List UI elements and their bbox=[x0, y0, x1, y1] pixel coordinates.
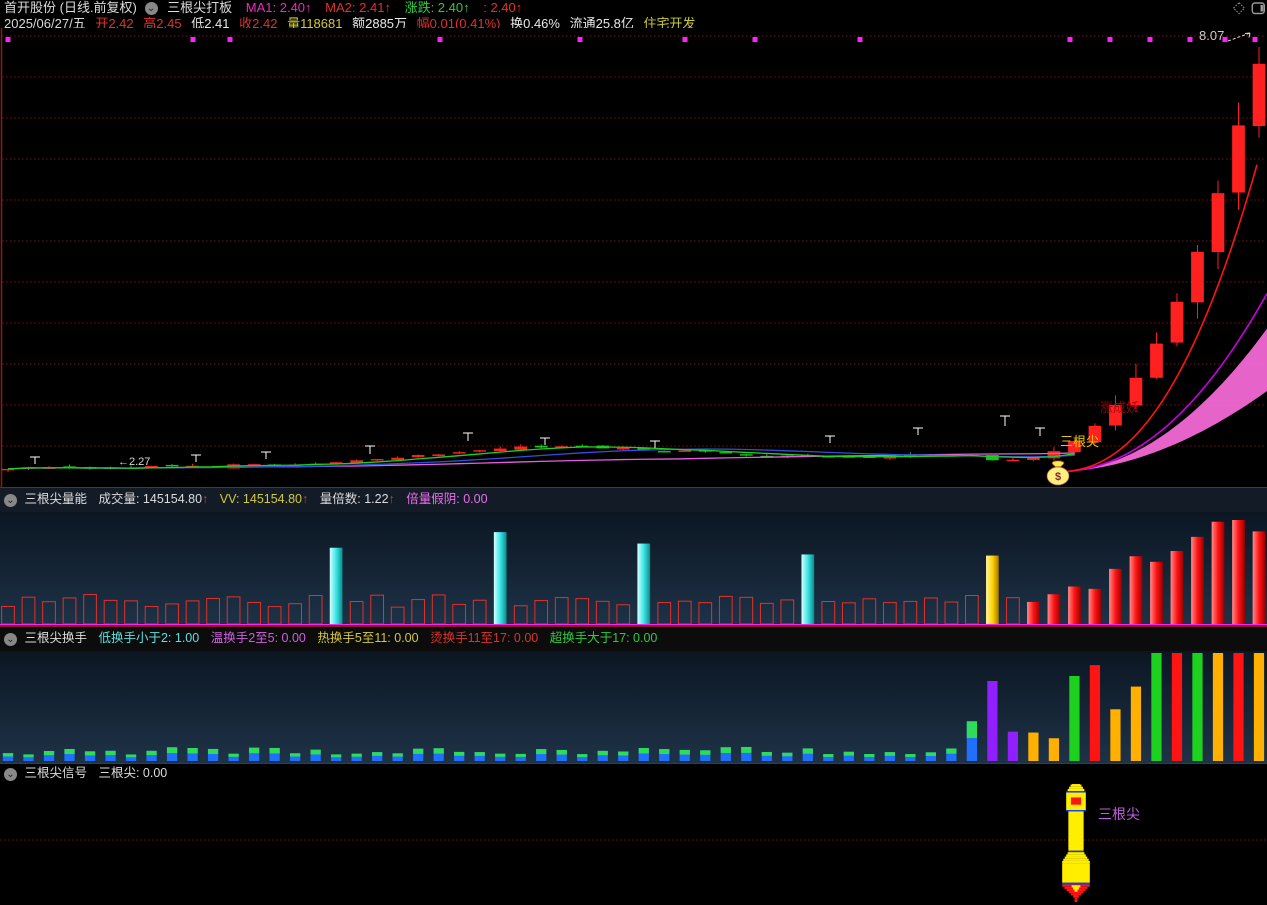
svg-text:三根尖: 三根尖 bbox=[1060, 434, 1099, 449]
svg-text:$: $ bbox=[1055, 471, 1061, 483]
svg-text:←2.27: ←2.27 bbox=[118, 456, 150, 468]
svg-text:8.07: 8.07 bbox=[1199, 28, 1224, 43]
svg-text:涨成妖: 涨成妖 bbox=[1100, 400, 1139, 415]
svg-text:三根尖: 三根尖 bbox=[1098, 806, 1140, 822]
